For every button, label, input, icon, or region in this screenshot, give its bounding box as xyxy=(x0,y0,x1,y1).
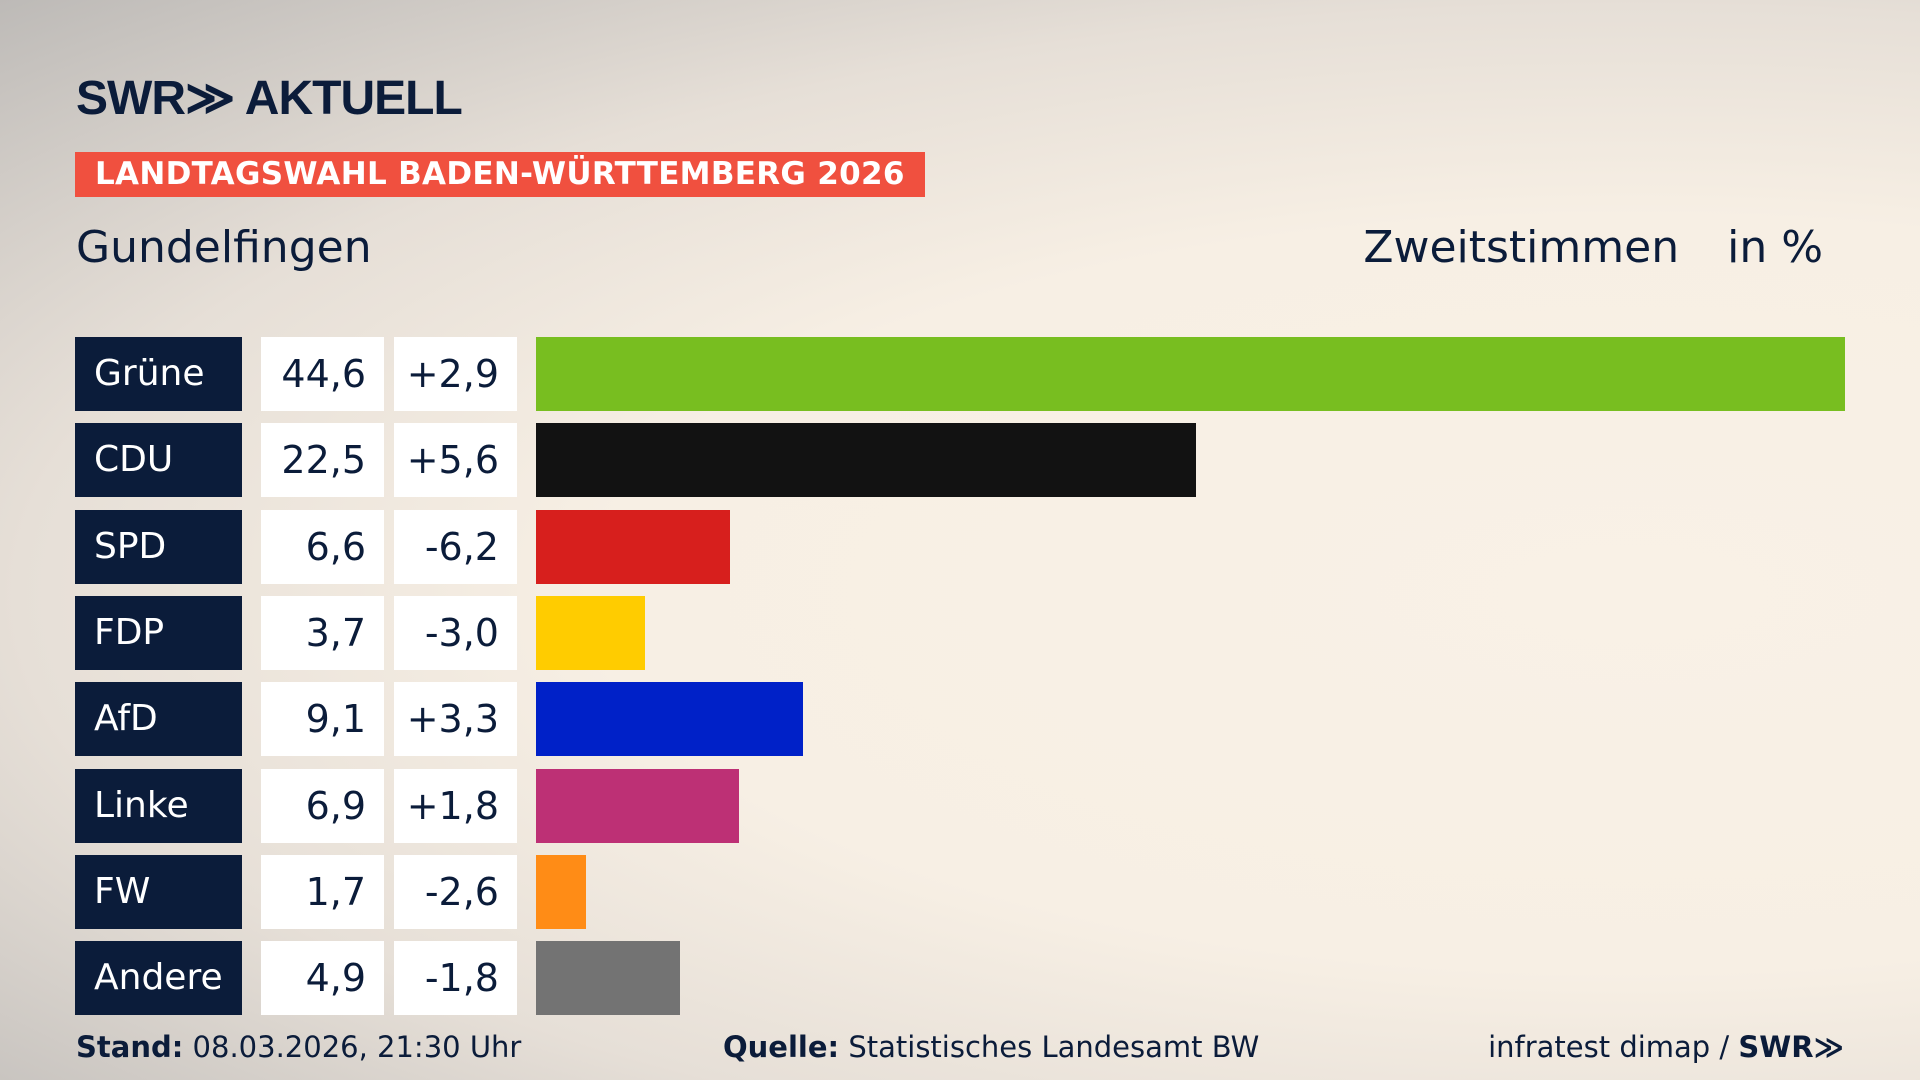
result-row: Andere 4,9 -1,8 xyxy=(75,941,517,1016)
metric-header: Zweitstimmen in % xyxy=(1363,222,1823,273)
party-label: AfD xyxy=(75,682,242,757)
unit-label: in % xyxy=(1727,222,1823,273)
diff-label: -1,8 xyxy=(394,941,517,1016)
result-row: SPD 6,6 -6,2 xyxy=(75,509,517,584)
place-title: Gundelfingen xyxy=(76,222,372,273)
diff-label: -6,2 xyxy=(394,509,517,584)
source-value: Statistisches Landesamt BW xyxy=(848,1030,1260,1064)
party-label: FDP xyxy=(75,595,242,670)
party-label: SPD xyxy=(75,509,242,584)
value-label: 22,5 xyxy=(261,423,384,498)
value-label: 6,9 xyxy=(261,768,384,843)
swr-logo: SWR≫ xyxy=(1738,1030,1844,1064)
diff-label: +3,3 xyxy=(394,682,517,757)
value-label: 9,1 xyxy=(261,682,384,757)
party-label: Linke xyxy=(75,768,242,843)
stand-value: 08.03.2026, 21:30 Uhr xyxy=(192,1030,522,1064)
bar-afd xyxy=(536,682,804,757)
value-label: 4,9 xyxy=(261,941,384,1016)
bar-fw xyxy=(536,854,586,929)
swr-aktuell-logo: SWR≫ AKTUELL xyxy=(76,72,463,125)
diff-label: -2,6 xyxy=(394,854,517,929)
bar-andere xyxy=(536,941,680,1016)
diff-label: -3,0 xyxy=(394,595,517,670)
result-row: FDP 3,7 -3,0 xyxy=(75,595,517,670)
result-row: AfD 9,1 +3,3 xyxy=(75,682,517,757)
value-label: 6,6 xyxy=(261,509,384,584)
bar-spd xyxy=(536,509,730,584)
stand-label: Stand: xyxy=(76,1030,184,1064)
diff-label: +5,6 xyxy=(394,423,517,498)
value-label: 3,7 xyxy=(261,595,384,670)
election-banner: LANDTAGSWAHL BADEN-WÜRTTEMBERG 2026 xyxy=(75,152,925,197)
credit-text: infratest dimap / xyxy=(1488,1030,1739,1064)
diff-label: +2,9 xyxy=(394,337,517,411)
credit: infratest dimap / SWR≫ xyxy=(1488,1030,1844,1064)
result-row: Grüne 44,6 +2,9 xyxy=(75,337,517,411)
party-label: FW xyxy=(75,854,242,929)
result-row: Linke 6,9 +1,8 xyxy=(75,768,517,843)
timestamp: Stand: 08.03.2026, 21:30 Uhr xyxy=(76,1030,521,1064)
metric-label: Zweitstimmen xyxy=(1363,222,1680,273)
bar-cdu xyxy=(536,423,1197,498)
party-label: CDU xyxy=(75,423,242,498)
bar-linke xyxy=(536,768,739,843)
value-label: 44,6 xyxy=(261,337,384,411)
party-label: Andere xyxy=(75,941,242,1016)
value-label: 1,7 xyxy=(261,854,384,929)
bar-fdp xyxy=(536,595,645,670)
result-row: CDU 22,5 +5,6 xyxy=(75,423,517,498)
party-label: Grüne xyxy=(75,337,242,411)
result-row: FW 1,7 -2,6 xyxy=(75,854,517,929)
source-label: Quelle: xyxy=(723,1030,840,1064)
source: Quelle: Statistisches Landesamt BW xyxy=(723,1030,1259,1064)
bar-gruene xyxy=(536,337,1845,411)
diff-label: +1,8 xyxy=(394,768,517,843)
